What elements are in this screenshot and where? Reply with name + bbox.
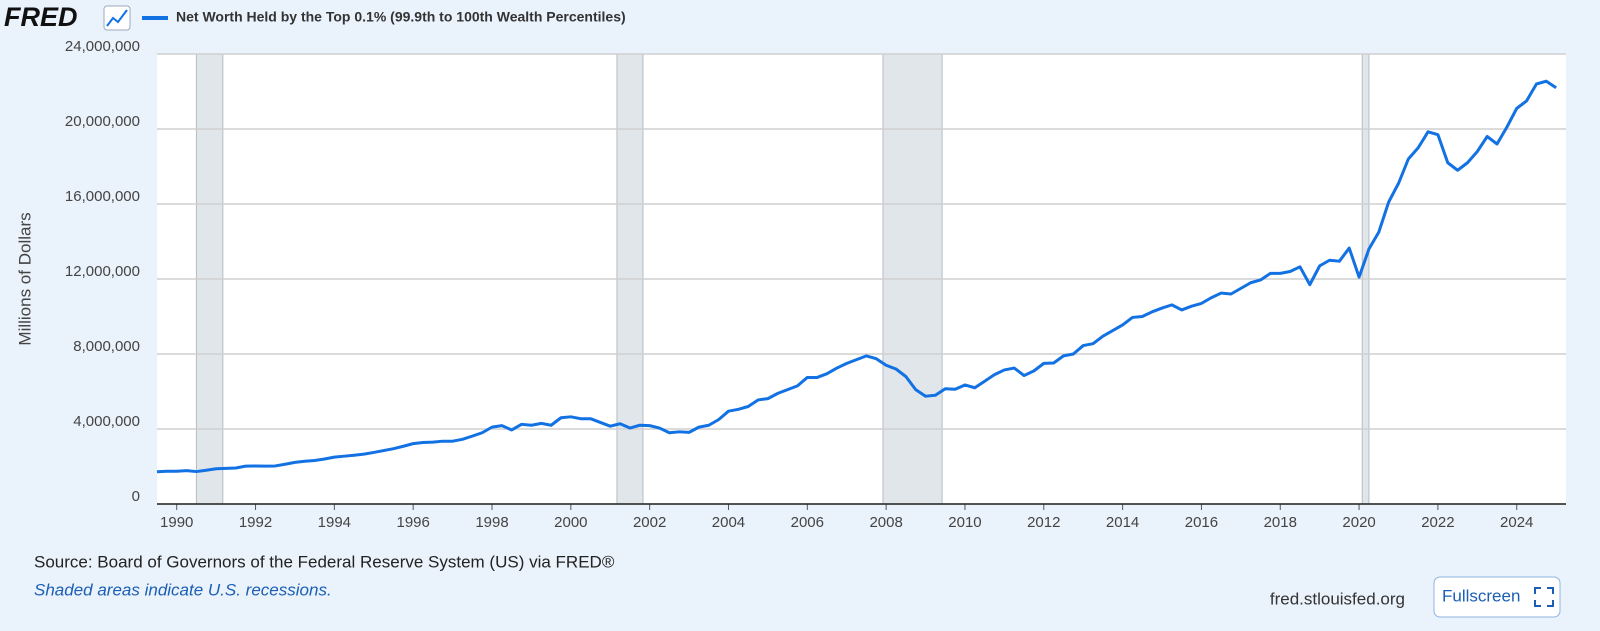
x-tick-label: 1990 (160, 514, 193, 531)
x-tick-label: 1996 (396, 514, 429, 531)
fullscreen-button[interactable]: Fullscreen (1433, 576, 1561, 618)
y-tick-label: 4,000,000 (73, 413, 140, 430)
x-tick-label: 2014 (1106, 514, 1139, 531)
x-tick-label: 2008 (869, 514, 902, 531)
y-tick-label: 12,000,000 (65, 263, 140, 280)
x-tick-label: 1994 (318, 514, 351, 531)
x-tick-label: 2018 (1264, 514, 1297, 531)
recession-note: Shaded areas indicate U.S. recessions. (34, 580, 332, 599)
x-tick-label: 2016 (1185, 514, 1218, 531)
button-frame[interactable] (1433, 576, 1561, 618)
x-tick-label: 2002 (633, 514, 666, 531)
logo-icon (103, 5, 131, 31)
plot (156, 53, 1566, 510)
x-tick-label: 2020 (1342, 514, 1375, 531)
x-tick-label: 2006 (791, 514, 824, 531)
source: Source: Board of Governors of the Federa… (34, 552, 615, 571)
x-tick-label: 1998 (475, 514, 508, 531)
y-tick-label: 20,000,000 (65, 113, 140, 130)
x-tick-label: 1992 (239, 514, 272, 531)
x-tick-label: 2000 (554, 514, 587, 531)
button-label[interactable]: Fullscreen (1442, 586, 1520, 605)
x-tick-label: 2012 (1027, 514, 1060, 531)
x-tick-label: 2022 (1421, 514, 1454, 531)
y-tick-label: 24,000,000 (65, 38, 140, 55)
logo: FRED (4, 2, 78, 32)
y-tick-label: 16,000,000 (65, 188, 140, 205)
button-icon[interactable] (1534, 587, 1554, 607)
y-tick-label: 8,000,000 (73, 338, 140, 355)
y-tick-label: 0 (132, 488, 140, 505)
x-tick-label: 2004 (712, 514, 745, 531)
legend-label: Net Worth Held by the Top 0.1% (99.9th t… (176, 9, 626, 25)
data-line (156, 79, 1557, 474)
y-axis-label: Millions of Dollars (15, 212, 34, 345)
x-tick-label: 2024 (1500, 514, 1533, 531)
x-tick-label: 2010 (948, 514, 981, 531)
site-url: fred.stlouisfed.org (1270, 589, 1405, 608)
